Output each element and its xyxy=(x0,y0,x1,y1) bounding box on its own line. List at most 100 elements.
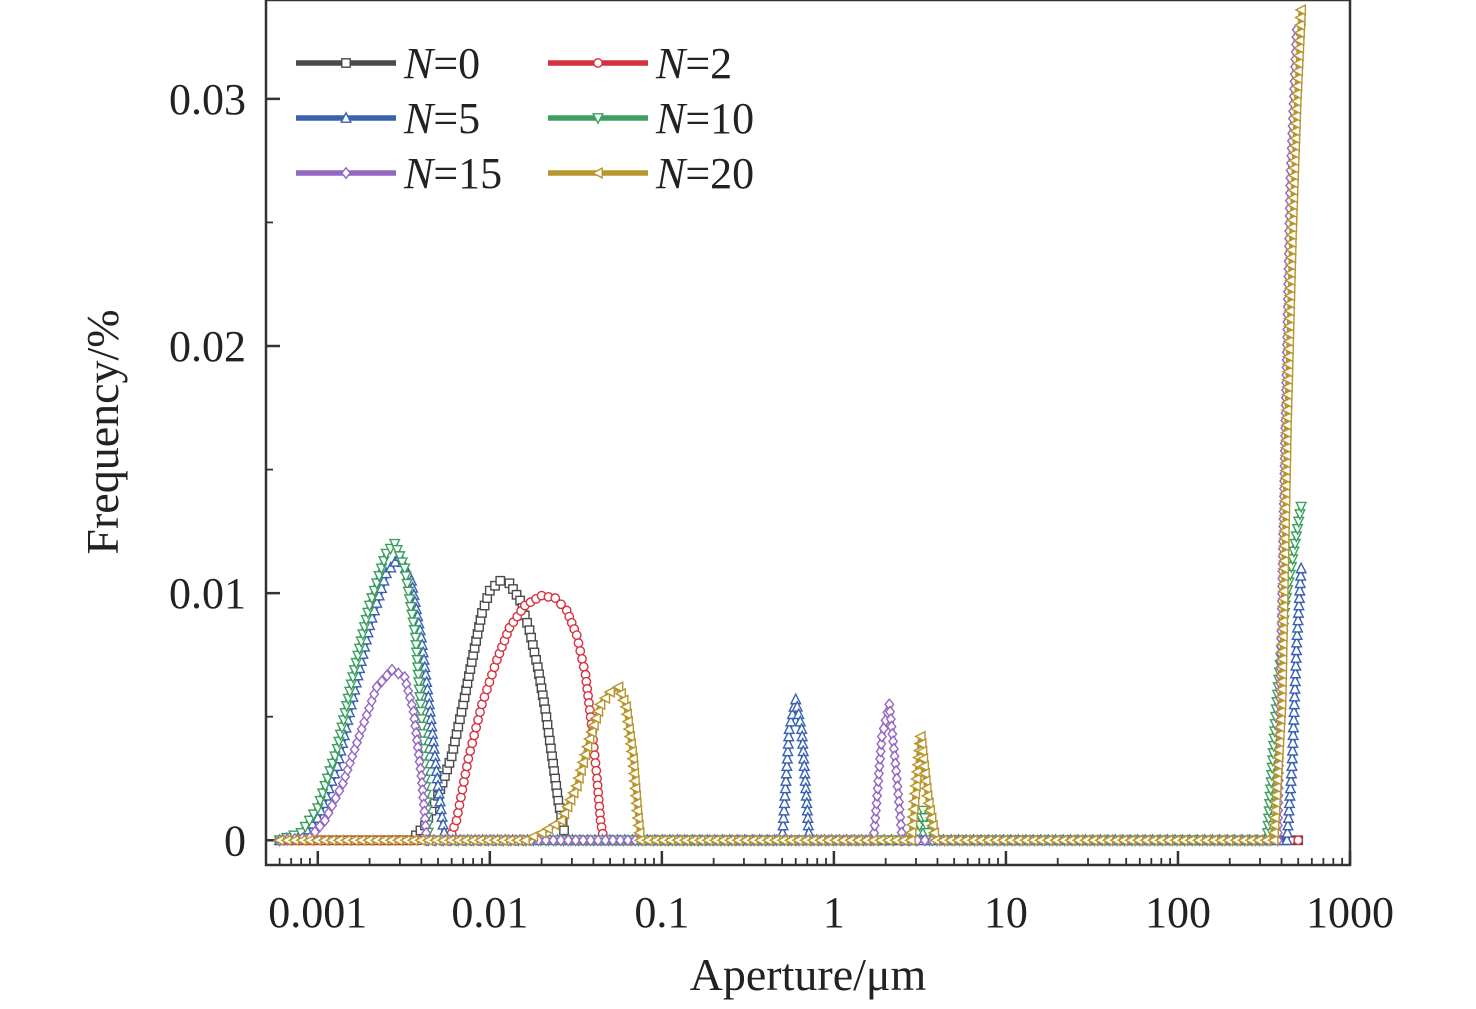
data-point xyxy=(1275,638,1288,650)
data-point xyxy=(1290,643,1303,656)
data-point xyxy=(629,789,641,802)
data-point xyxy=(916,752,929,765)
data-point xyxy=(1267,826,1280,839)
x-tick-label: 1000 xyxy=(1306,888,1394,937)
data-point xyxy=(303,815,316,828)
data-point xyxy=(593,698,606,711)
data-point xyxy=(914,737,927,750)
legend-swatch-marker xyxy=(340,111,352,123)
data-point xyxy=(1275,668,1288,681)
data-point xyxy=(547,818,560,831)
data-point xyxy=(1288,689,1301,702)
data-point xyxy=(461,761,472,772)
data-point xyxy=(465,746,476,756)
data-point xyxy=(1283,282,1296,295)
data-point xyxy=(779,774,792,786)
data-point xyxy=(1281,833,1293,846)
data-point xyxy=(1284,259,1297,272)
data-point xyxy=(1277,539,1290,552)
data-point xyxy=(587,719,599,732)
data-point xyxy=(1287,728,1300,741)
data-point xyxy=(1275,660,1288,673)
data-point xyxy=(779,781,792,794)
y-tick-label: 0.02 xyxy=(169,322,246,371)
legend-item: N=15 xyxy=(296,149,502,198)
data-point xyxy=(1288,682,1301,694)
data-point xyxy=(626,752,638,765)
data-point xyxy=(413,684,426,697)
data-point xyxy=(915,745,928,758)
data-point xyxy=(399,571,412,583)
data-point xyxy=(1288,132,1301,145)
data-point xyxy=(1286,743,1299,756)
data-point xyxy=(566,786,579,799)
data-point xyxy=(391,544,404,557)
data-point xyxy=(922,797,934,810)
data-point xyxy=(926,819,938,832)
data-point xyxy=(578,833,589,847)
data-point xyxy=(1285,766,1298,779)
data-point xyxy=(1278,524,1290,537)
x-tick-label: 0.001 xyxy=(268,888,367,937)
data-point xyxy=(873,774,884,788)
data-point xyxy=(620,708,633,721)
data-point xyxy=(295,827,308,840)
data-point xyxy=(1295,501,1308,514)
data-point xyxy=(1294,569,1307,581)
data-point xyxy=(1281,381,1293,393)
data-point xyxy=(473,714,483,725)
data-point xyxy=(412,677,425,689)
data-point xyxy=(623,730,635,743)
data-point xyxy=(495,575,506,586)
data-point xyxy=(1289,102,1302,115)
data-point xyxy=(874,752,886,766)
data-point xyxy=(410,640,423,652)
data-point xyxy=(1279,434,1292,447)
data-point xyxy=(1283,297,1296,310)
data-point xyxy=(780,759,793,772)
data-point xyxy=(1279,479,1291,492)
data-point xyxy=(1273,713,1286,726)
series-line xyxy=(276,553,1304,844)
data-point xyxy=(784,714,797,727)
data-point xyxy=(625,745,637,758)
data-point xyxy=(626,760,639,773)
data-point xyxy=(1271,758,1283,771)
legend-swatch-marker xyxy=(592,113,604,125)
data-point xyxy=(1285,214,1298,226)
data-point xyxy=(1274,698,1287,711)
data-point xyxy=(1267,819,1280,832)
data-point xyxy=(578,661,589,672)
data-point xyxy=(1287,154,1300,167)
data-point xyxy=(904,826,917,839)
data-point xyxy=(914,730,926,743)
data-point xyxy=(1290,651,1303,663)
data-point xyxy=(1286,199,1298,212)
data-point xyxy=(559,825,569,836)
data-point xyxy=(585,833,596,847)
data-point xyxy=(1276,600,1289,613)
data-point xyxy=(1290,87,1302,100)
data-point xyxy=(1272,743,1284,756)
data-point xyxy=(1275,645,1288,658)
legend-swatch-marker xyxy=(593,58,603,68)
data-point xyxy=(540,833,552,847)
data-point xyxy=(1291,64,1304,77)
data-point xyxy=(1287,720,1300,733)
series-group xyxy=(272,3,1308,848)
data-point xyxy=(1286,191,1299,204)
data-point xyxy=(1276,622,1288,635)
x-tick-label: 0.1 xyxy=(634,888,689,937)
data-point xyxy=(907,803,919,816)
data-point xyxy=(469,730,480,741)
data-point xyxy=(1291,628,1304,641)
data-point xyxy=(1291,72,1303,85)
data-point xyxy=(600,833,611,847)
data-point xyxy=(869,819,880,832)
data-point xyxy=(541,822,554,835)
data-point xyxy=(334,784,345,798)
data-point xyxy=(1269,781,1282,794)
data-point xyxy=(1284,266,1296,279)
data-point xyxy=(924,812,937,824)
data-point xyxy=(381,669,392,682)
